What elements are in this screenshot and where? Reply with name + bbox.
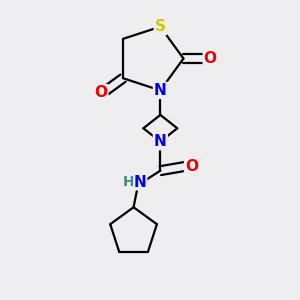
Text: N: N	[134, 175, 147, 190]
Text: O: O	[94, 85, 107, 100]
Text: O: O	[185, 159, 198, 174]
Text: S: S	[155, 19, 166, 34]
Text: O: O	[204, 51, 217, 66]
Text: H: H	[122, 175, 134, 189]
Text: N: N	[154, 83, 167, 98]
Text: N: N	[154, 134, 167, 149]
